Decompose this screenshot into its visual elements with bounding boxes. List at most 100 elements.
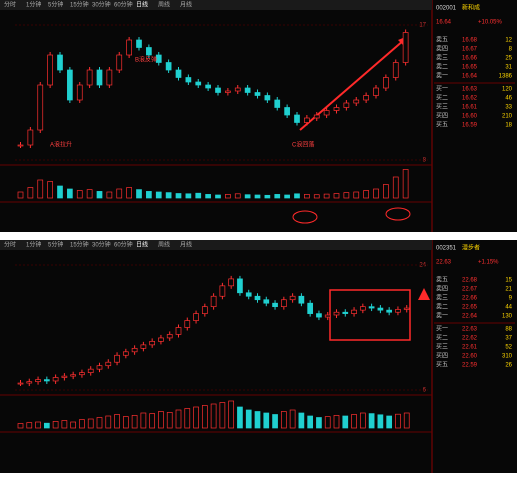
candle: [402, 32, 409, 63]
order-book-cell: 22.66: [462, 296, 478, 302]
tab[interactable]: 60分钟: [114, 1, 133, 9]
order-book-cell: 16.59: [462, 123, 478, 129]
candle: [395, 309, 401, 313]
candle: [244, 87, 251, 93]
candle: [284, 107, 290, 116]
annotation: A浪拉升: [50, 141, 72, 149]
change: +1.15%: [478, 260, 499, 266]
candle: [175, 327, 182, 335]
candle: [263, 299, 270, 304]
tab[interactable]: 日线: [136, 241, 148, 249]
volume-bar: [363, 190, 369, 199]
order-book-cell: 120: [502, 87, 513, 93]
order-book-cell: 22.65: [462, 305, 478, 311]
volume-bar: [280, 411, 287, 429]
order-book-cell: 卖三: [436, 55, 448, 62]
order-book-cell: 25: [505, 56, 512, 62]
candle: [205, 84, 211, 89]
order-book-cell: 16.63: [462, 87, 478, 93]
candle: [333, 107, 340, 111]
order-book-cell: 16.64: [462, 74, 478, 80]
order-book-cell: 16.62: [462, 96, 478, 102]
order-book-cell: 16.65: [462, 65, 478, 71]
price: 16.64: [436, 20, 452, 26]
tab[interactable]: 1分钟: [26, 241, 41, 249]
tab[interactable]: 月线: [180, 241, 192, 249]
volume-bar: [324, 416, 331, 429]
order-book-cell: 买一: [436, 325, 448, 333]
order-book-cell: 22.61: [462, 345, 478, 351]
candle: [298, 295, 305, 304]
price: 22.63: [436, 260, 452, 266]
order-book-cell: 买一: [436, 85, 448, 93]
volume-bar: [166, 412, 173, 429]
candle: [274, 99, 281, 108]
candle: [373, 87, 379, 96]
tab[interactable]: 15分钟: [70, 1, 89, 9]
order-book-cell: 卖一: [436, 313, 448, 320]
tab[interactable]: 日线: [136, 1, 148, 9]
tab[interactable]: 分时: [4, 241, 16, 249]
volume-bar: [274, 194, 281, 199]
volume-bar: [61, 420, 68, 429]
volume-bar: [43, 422, 50, 429]
candle: [158, 337, 164, 342]
candle: [86, 69, 93, 86]
stock-code: 002351: [436, 246, 457, 252]
order-book-cell: 16.68: [462, 38, 478, 44]
volume-bar: [343, 192, 350, 199]
tab[interactable]: 30分钟: [92, 241, 111, 249]
order-book-cell: 18: [505, 123, 512, 129]
candle: [184, 320, 191, 328]
tab[interactable]: 60分钟: [114, 241, 133, 249]
candle: [37, 84, 44, 131]
candle: [87, 368, 94, 373]
tab[interactable]: 5分钟: [48, 241, 63, 249]
volume-bar: [353, 191, 360, 199]
volume-bar: [351, 414, 357, 429]
order-book-cell: 37: [505, 336, 512, 342]
candle: [131, 347, 138, 353]
order-book-cell: 16.61: [462, 105, 478, 111]
candle: [105, 361, 112, 367]
tab[interactable]: 1分钟: [26, 1, 41, 9]
candle: [323, 110, 330, 116]
order-book-cell: 22.59: [462, 363, 478, 369]
tab[interactable]: 30分钟: [92, 1, 111, 9]
order-book-cell: 卖四: [436, 286, 448, 293]
volume-bar: [79, 419, 85, 429]
volume-bar: [86, 189, 93, 199]
order-book-cell: 210: [502, 114, 513, 120]
order-book-cell: 16.60: [462, 114, 478, 120]
order-book-cell: 31: [505, 65, 512, 71]
tab[interactable]: 月线: [180, 1, 192, 9]
candle: [195, 81, 202, 86]
candle: [116, 54, 123, 71]
order-book-cell: 卖二: [436, 64, 448, 71]
tab[interactable]: 分时: [4, 1, 16, 9]
candle: [304, 117, 310, 123]
highlight-circle: [292, 210, 318, 224]
volume-bar: [165, 192, 172, 199]
volume-bar: [26, 422, 33, 429]
candle: [383, 77, 389, 89]
tab[interactable]: 周线: [158, 1, 170, 9]
candle: [234, 87, 241, 92]
candle: [17, 144, 24, 147]
volume-bar: [175, 193, 182, 199]
order-book-cell: 买二: [436, 94, 448, 102]
candle: [264, 95, 271, 101]
candle: [254, 295, 261, 301]
order-book-cell: 26: [505, 363, 512, 369]
candle: [228, 278, 235, 287]
tab[interactable]: 周线: [158, 241, 170, 249]
axis-label: 8: [423, 158, 427, 164]
candle: [193, 313, 199, 321]
candle: [165, 62, 172, 71]
candle: [294, 114, 300, 123]
tab[interactable]: 5分钟: [48, 1, 63, 9]
candle: [155, 54, 162, 63]
volume-bar: [122, 416, 129, 429]
tab[interactable]: 15分钟: [70, 241, 89, 249]
